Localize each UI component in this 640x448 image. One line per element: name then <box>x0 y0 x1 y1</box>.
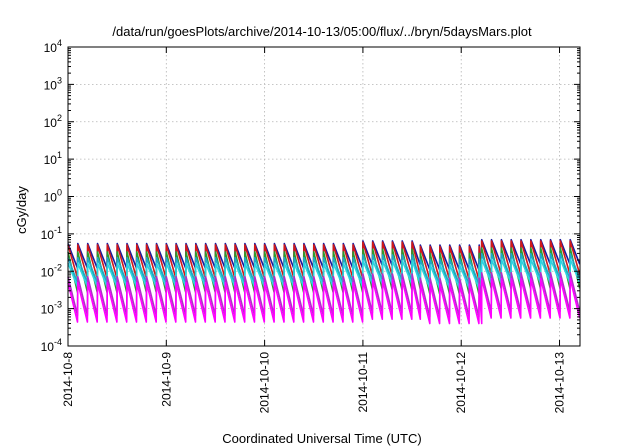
y-axis-title: cGy/day <box>14 186 29 234</box>
y-tick-label: 102 <box>44 113 62 130</box>
y-tick-label: 100 <box>44 188 62 205</box>
x-tick-label: 2014-10-10 <box>258 352 272 414</box>
series-line <box>67 258 581 290</box>
x-axis-title: Coordinated Universal Time (UTC) <box>222 431 421 446</box>
x-tick-label: 2014-10-12 <box>454 352 468 414</box>
chart-title: /data/run/goesPlots/archive/2014-10-13/0… <box>112 24 532 39</box>
y-tick-label: 101 <box>44 150 62 167</box>
series-group <box>67 238 581 325</box>
x-tick-label: 2014-10-11 <box>356 352 370 413</box>
y-tick-label: 10-1 <box>41 225 62 242</box>
x-tick-label: 2014-10-9 <box>159 352 173 407</box>
y-tick-label: 103 <box>44 75 62 92</box>
y-tick-label: 10-2 <box>41 262 62 279</box>
x-tick-label: 2014-10-8 <box>61 352 75 407</box>
ticks: 10-4 10-3 10-2 10-1 100 101 102 103 104 2014-10-8… <box>41 38 580 413</box>
series-line <box>67 277 581 325</box>
y-tick-label: 104 <box>44 38 62 55</box>
y-tick-label: 10-3 <box>41 300 62 317</box>
y-tick-label: 10-4 <box>41 337 62 354</box>
x-tick-label: 2014-10-13 <box>553 352 567 414</box>
